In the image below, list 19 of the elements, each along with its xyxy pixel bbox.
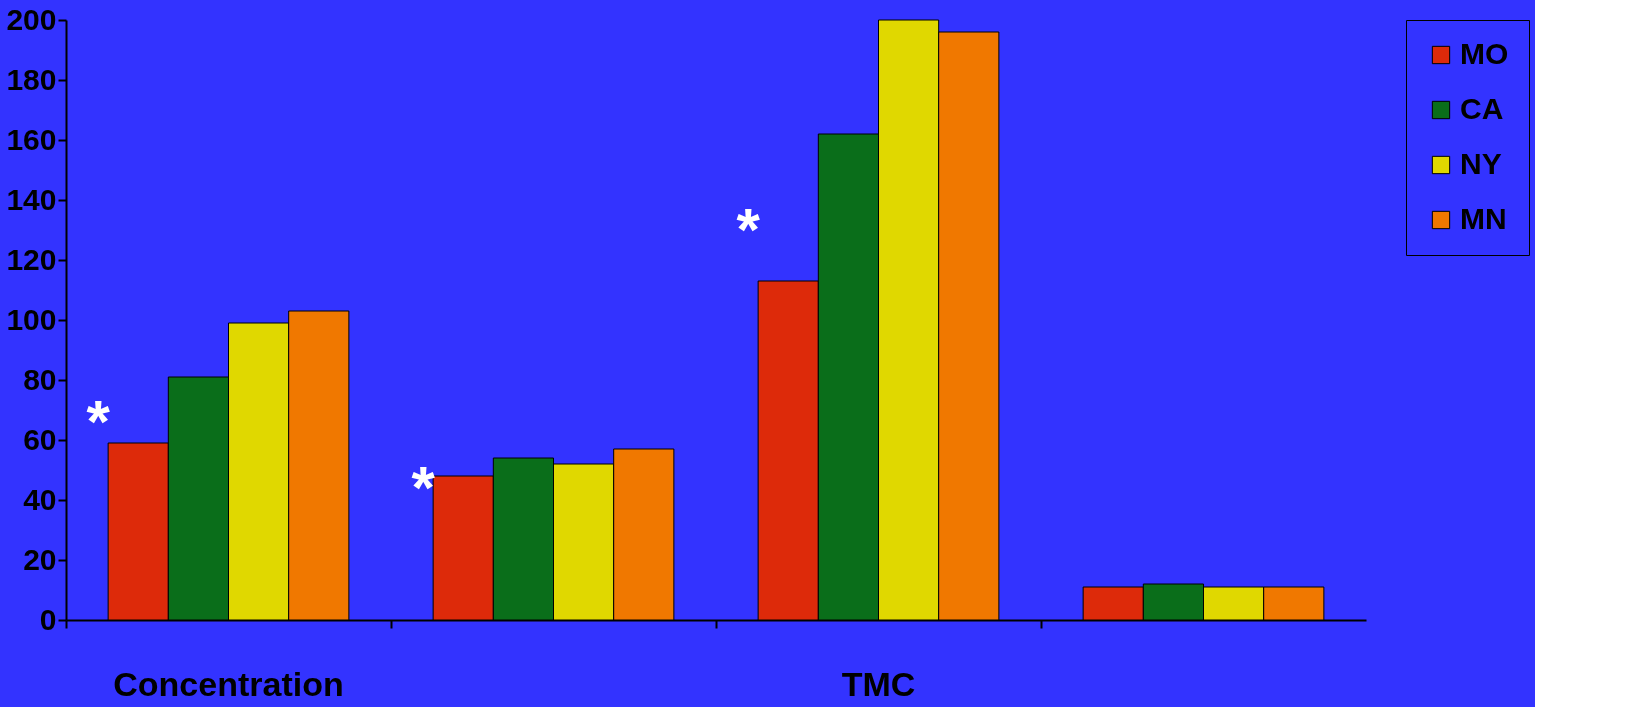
y-tick-label: 160 (6, 122, 57, 156)
y-tick-label: 180 (6, 62, 57, 96)
legend-label: CA (1460, 92, 1504, 125)
y-tick-label: 40 (23, 482, 57, 516)
y-tick-label: 20 (23, 542, 57, 576)
annotation: * (736, 196, 761, 263)
x-tick-label: TMC (841, 664, 916, 703)
legend-label: MO (1460, 37, 1509, 70)
x-tick-label: Concentration (113, 664, 344, 703)
y-tick-label: 60 (23, 422, 57, 456)
y-tick-label: 120 (6, 242, 57, 276)
y-tick-label: 100 (6, 302, 57, 336)
annotation: * (86, 388, 111, 455)
y-tick-label: 140 (6, 182, 57, 216)
legend-label: MN (1460, 202, 1507, 235)
y-tick-label: 80 (23, 362, 57, 396)
y-tick-label: 0 (39, 602, 57, 636)
legend-label: NY (1460, 147, 1502, 180)
y-tick-label: 200 (6, 2, 57, 36)
